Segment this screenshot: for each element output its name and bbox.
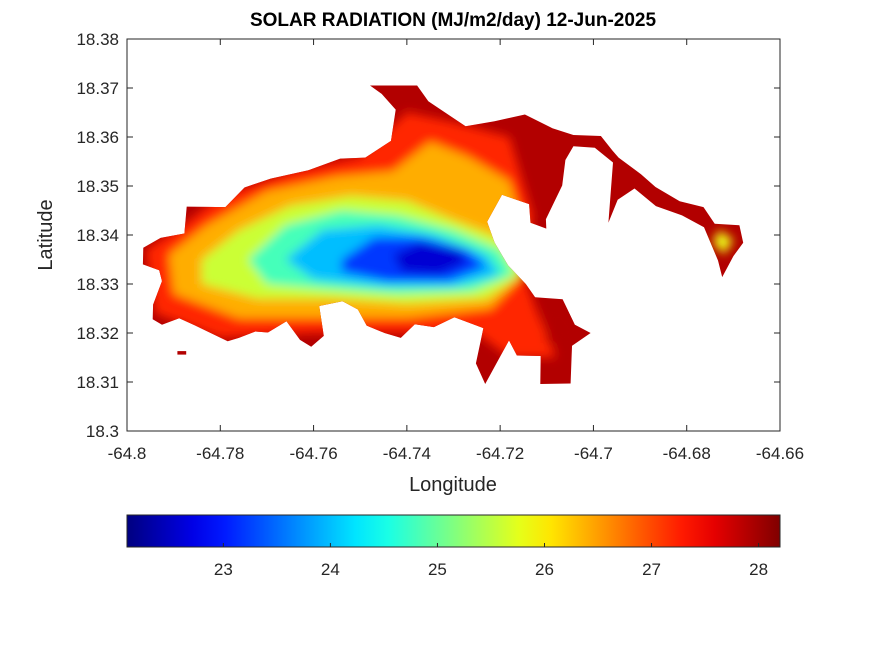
y-axis-label: Latitude [35,199,57,270]
contour-bands [145,88,734,358]
y-tick-label: 18.31 [76,373,119,392]
y-tick-label: 18.35 [76,177,119,196]
chart-title: SOLAR RADIATION (MJ/m2/day) 12-Jun-2025 [250,10,657,31]
x-tick-label: -64.74 [383,444,431,463]
colorbar-tick-label: 27 [642,560,661,579]
y-tick-label: 18.3 [86,422,119,441]
colorbar-tick-label: 28 [749,560,768,579]
colorbar-tick-label: 24 [321,560,340,579]
y-tick-label: 18.36 [76,128,119,147]
contour-band [374,88,431,108]
colorbar-tick-label: 26 [535,560,554,579]
x-tick-label: -64.8 [108,444,147,463]
colorbar-ticks: 23 24 25 26 27 28 [214,543,768,579]
y-tick-label: 18.32 [76,324,119,343]
x-tick-label: -64.72 [476,444,524,463]
y-tick-label: 18.38 [76,30,119,49]
contour-band [712,230,734,255]
y-axis-ticks: 18.3 18.31 18.32 18.33 18.34 18.35 18.36 18.37 1… [76,30,780,441]
x-axis-ticks: -64.8 -64.78 -64.76 -64.74 -64.72 -64.7 -64.68… [108,39,804,463]
colorbar-tick-label: 23 [214,560,233,579]
x-tick-label: -64.76 [289,444,337,463]
x-tick-label: -64.7 [574,444,613,463]
x-tick-label: -64.66 [756,444,804,463]
colorbar-gradient [126,514,781,548]
radiation-map [142,85,744,384]
colorbar-tick-label: 25 [428,560,447,579]
islet [177,351,187,355]
y-tick-label: 18.34 [76,226,119,245]
x-tick-label: -64.78 [196,444,244,463]
x-tick-label: -64.68 [663,444,711,463]
y-tick-label: 18.33 [76,275,119,294]
colorbar: 23 24 25 26 27 28 [126,514,781,579]
contour-band [392,242,468,275]
plot-area: -64.8 -64.78 -64.76 -64.74 -64.72 -64.7 -64.68… [76,30,804,463]
x-axis-label: Longitude [409,474,497,496]
y-tick-label: 18.37 [76,79,119,98]
contour-band-group [145,88,734,358]
